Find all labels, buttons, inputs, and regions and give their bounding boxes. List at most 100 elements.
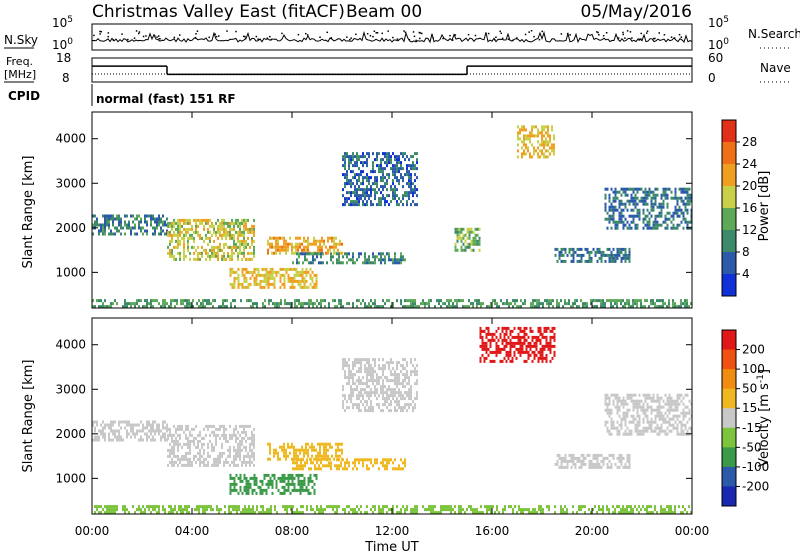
velocity-cell [275,482,278,486]
power-cell [197,245,199,249]
velocity-cell [487,338,490,342]
power-cell [366,305,368,309]
velocity-cell [384,367,386,371]
power-cell [193,236,195,240]
power-cell [346,173,348,177]
velocity-cell [614,396,617,400]
power-cell [529,134,531,138]
velocity-cell [394,376,396,380]
power-cell [529,140,531,144]
power-cell [213,227,215,231]
velocity-cell [570,456,573,460]
power-cell [582,253,585,257]
velocity-cell [185,457,187,461]
velocity-cell [580,465,583,469]
velocity-cell [624,411,627,415]
power-cell [386,161,388,165]
velocity-cell [390,358,392,362]
power-cell [243,218,245,222]
power-cell [537,140,539,144]
power-cell [394,173,396,177]
power-cell [110,305,112,309]
power-cell [225,233,227,237]
velocity-cell [104,426,106,430]
nsearch-point [678,33,681,36]
power-cell [610,214,613,218]
velocity-cell [267,473,270,477]
power-cell [247,282,250,286]
velocity-cell [497,350,500,354]
power-cell [247,251,249,255]
power-cell [462,299,464,303]
power-cell [118,214,120,218]
velocity-cell [648,393,651,397]
velocity-cell [560,511,562,515]
power-cell [362,188,364,192]
velocity-cell [400,370,402,374]
power-cell [652,205,655,209]
power-cell [285,242,287,246]
velocity-cell [229,424,231,428]
power-cell [354,188,356,192]
velocity-cell [342,458,344,462]
power-cell [468,233,471,237]
power-cell [292,261,294,265]
velocity-cell [354,364,356,368]
power-cell [384,155,386,159]
power-cell [253,230,255,234]
power-cell [168,305,170,309]
velocity-cell [622,511,624,515]
velocity-cell [660,414,663,418]
velocity-cell [289,491,292,495]
velocity-cell [648,420,651,424]
power-cell [362,261,364,265]
velocity-cell [402,379,404,383]
power-cell [175,227,177,231]
power-cell [201,236,203,240]
velocity-cell [366,391,368,395]
power-cell [406,167,408,171]
power-cell [285,248,287,252]
power-cell [368,155,370,159]
velocity-cell [181,457,183,461]
velocity-cell [186,511,188,515]
velocity-cell [533,356,536,360]
velocity-cell [648,426,651,430]
velocity-cell [406,394,408,398]
velocity-cell [670,399,673,403]
power-cell [466,305,468,309]
nave-tick-bottom: 0 [708,71,716,85]
velocity-cell [219,451,221,455]
power-cell [474,227,477,231]
power-cell [519,128,521,132]
velocity-cell [392,391,394,395]
power-cell [338,258,340,262]
power-cell [173,221,175,225]
velocity-cell [515,335,518,339]
power-cell [217,251,219,255]
velocity-cell [580,505,582,509]
velocity-cell [265,488,268,492]
velocity-cell [164,508,166,512]
velocity-cell [228,508,230,512]
velocity-cell [293,448,295,452]
power-cell [630,220,633,224]
velocity-cell [549,341,552,345]
power-cell [402,255,404,259]
velocity-cell [432,508,434,512]
velocity-cell [642,420,645,424]
velocity-cell [203,436,205,440]
power-cell [193,218,195,222]
nsearch-point [541,30,543,33]
velocity-cell [394,409,396,413]
power-cell [243,276,246,280]
velocity-cell [281,491,284,495]
power-cell [110,302,112,306]
power-cell [276,305,278,309]
power-cell [289,279,292,283]
power-cell [588,259,591,263]
power-cell [217,236,219,240]
velocity-cell [658,408,661,412]
power-cell [400,261,402,265]
power-cell [235,230,237,234]
